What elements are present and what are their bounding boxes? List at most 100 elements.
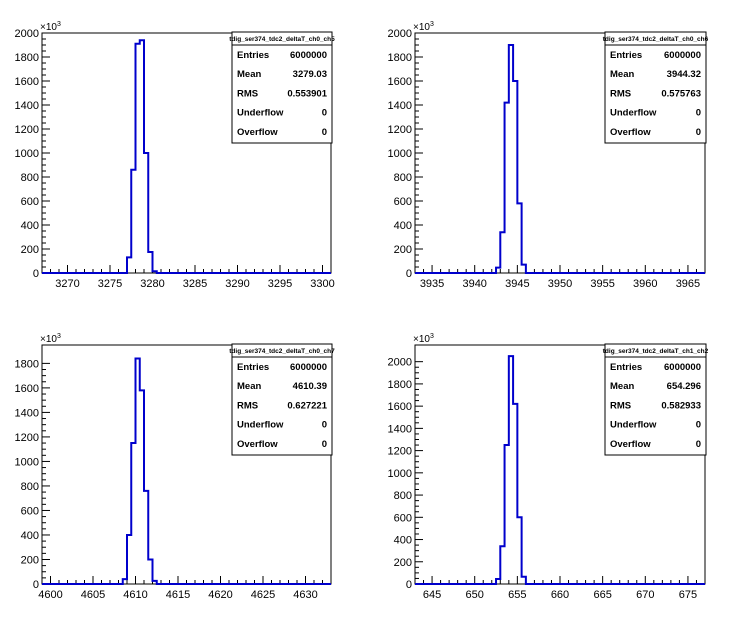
x-tick-label: 3300 xyxy=(310,278,334,290)
x-tick-label: 3940 xyxy=(462,278,486,290)
stat-value: 3279.03 xyxy=(293,69,327,80)
y-tick-label: 1600 xyxy=(388,76,412,88)
stat-value: 3944.32 xyxy=(667,69,701,80)
y-tick-label: 1600 xyxy=(15,383,39,395)
y-tick-label: 400 xyxy=(394,535,412,547)
y-tick-label: 600 xyxy=(394,512,412,524)
x-tick-label: 3295 xyxy=(268,278,292,290)
stat-value: 0 xyxy=(322,108,327,119)
stat-value: 6000000 xyxy=(290,50,327,61)
y-tick-label: 200 xyxy=(21,554,39,566)
stat-value: 6000000 xyxy=(664,50,701,61)
histogram-title: tdig_ser374_tdc2_deltaT_ch0_ch6 xyxy=(603,36,709,43)
axis-multiplier-base: ×10 xyxy=(413,22,430,33)
y-tick-label: 1400 xyxy=(388,100,412,112)
x-tick-label: 4615 xyxy=(166,589,190,601)
y-tick-label: 0 xyxy=(406,579,412,591)
stats-box: tdig_ser374_tdc2_deltaT_ch1_ch2 Entries 60… xyxy=(603,343,709,456)
stat-value: 0 xyxy=(696,127,701,138)
histogram-panel-4: 0 200 400 600 800 1000 1200 1400 1600 1800 2000 645… xyxy=(388,333,709,601)
axis-multiplier-exponent: 3 xyxy=(430,333,434,340)
axis-multiplier: ×103 xyxy=(413,333,434,345)
histogram-panel-1: 0 200 400 600 800 1000 1200 1400 1600 1800 2000 327… xyxy=(15,21,336,290)
stats-box: tdig_ser374_tdc2_deltaT_ch0_ch6 Entries 60… xyxy=(603,31,709,144)
axis-multiplier-base: ×10 xyxy=(413,334,430,345)
histogram-title: tdig_ser374_tdc2_deltaT_ch0_ch5 xyxy=(229,36,335,43)
stats-box-frame xyxy=(231,343,333,456)
x-tick-label: 3290 xyxy=(225,278,249,290)
stat-value: 4610.39 xyxy=(293,381,327,392)
y-tick-label: 1800 xyxy=(15,52,39,64)
axis-multiplier-exponent: 3 xyxy=(430,21,434,28)
stat-label: Underflow xyxy=(237,108,284,119)
stat-value: 0.553901 xyxy=(287,88,327,99)
histogram-panel-2: 0 200 400 600 800 1000 1200 1400 1600 1800 2000 393… xyxy=(388,21,709,290)
x-tick-label: 655 xyxy=(508,589,526,601)
stat-label: Entries xyxy=(610,50,642,61)
x-tick-label: 3280 xyxy=(140,278,164,290)
x-tick-label: 3935 xyxy=(420,278,444,290)
stat-value: 0 xyxy=(322,420,327,431)
y-tick-label: 1800 xyxy=(388,379,412,391)
histogram-series xyxy=(42,357,331,585)
axis-multiplier-base: ×10 xyxy=(40,334,57,345)
y-tick-label: 2000 xyxy=(388,28,412,40)
stat-label: Entries xyxy=(610,362,642,373)
y-tick-label: 200 xyxy=(394,557,412,569)
stat-value: 0.575763 xyxy=(661,88,701,99)
axis-multiplier: ×103 xyxy=(40,333,61,345)
stat-label: RMS xyxy=(237,88,258,99)
stat-value: 0.627221 xyxy=(287,400,327,411)
y-tick-label: 0 xyxy=(406,268,412,280)
axis-multiplier-exponent: 3 xyxy=(57,21,61,28)
x-tick-label: 4630 xyxy=(293,589,317,601)
x-tick-label: 4610 xyxy=(123,589,147,601)
x-tick-label: 3275 xyxy=(98,278,122,290)
y-tick-label: 1400 xyxy=(388,423,412,435)
y-tick-label: 600 xyxy=(21,505,39,517)
y-tick-label: 1400 xyxy=(15,407,39,419)
x-tick-label: 4620 xyxy=(208,589,232,601)
y-tick-label: 1200 xyxy=(15,124,39,136)
y-tick-label: 1200 xyxy=(388,446,412,458)
x-tick-label: 3955 xyxy=(590,278,614,290)
stat-value: 6000000 xyxy=(290,362,327,373)
stat-label: Overflow xyxy=(237,127,278,138)
stat-value: 0 xyxy=(696,108,701,119)
stat-value: 6000000 xyxy=(664,362,701,373)
stats-box-frame xyxy=(604,343,707,456)
histogram-panel-3: 0 200 400 600 800 1000 1200 1400 1600 1800 4600 460… xyxy=(15,333,336,601)
y-tick-label: 2000 xyxy=(15,28,39,40)
y-tick-label: 800 xyxy=(21,172,39,184)
x-tick-label: 4625 xyxy=(251,589,275,601)
y-tick-label: 1600 xyxy=(388,401,412,413)
stat-label: Entries xyxy=(237,362,269,373)
x-tick-label: 670 xyxy=(636,589,654,601)
histogram-title: tdig_ser374_tdc2_deltaT_ch0_ch7 xyxy=(229,348,335,355)
x-tick-label: 3945 xyxy=(505,278,529,290)
x-tick-label: 3270 xyxy=(55,278,79,290)
stat-value: 654.296 xyxy=(667,381,701,392)
stat-label: Underflow xyxy=(610,420,657,431)
stat-value: 0 xyxy=(696,420,701,431)
y-tick-label: 400 xyxy=(21,530,39,542)
axis-multiplier: ×103 xyxy=(413,21,434,33)
histogram-series xyxy=(415,355,705,585)
y-tick-label: 800 xyxy=(394,490,412,502)
stat-label: Underflow xyxy=(610,108,657,119)
y-tick-label: 1000 xyxy=(388,148,412,160)
histogram-series xyxy=(42,39,331,274)
y-tick-label: 400 xyxy=(21,220,39,232)
x-tick-label: 665 xyxy=(593,589,611,601)
y-tick-label: 2000 xyxy=(388,357,412,369)
x-tick-label: 4600 xyxy=(38,589,62,601)
y-tick-label: 0 xyxy=(33,268,39,280)
stat-label: RMS xyxy=(610,400,631,411)
stats-box: tdig_ser374_tdc2_deltaT_ch0_ch7 Entries 60… xyxy=(229,343,335,456)
y-tick-label: 1600 xyxy=(15,76,39,88)
x-tick-label: 3965 xyxy=(676,278,700,290)
y-tick-label: 200 xyxy=(394,244,412,256)
histogram-title: tdig_ser374_tdc2_deltaT_ch1_ch2 xyxy=(603,348,709,355)
stat-label: RMS xyxy=(610,88,631,99)
